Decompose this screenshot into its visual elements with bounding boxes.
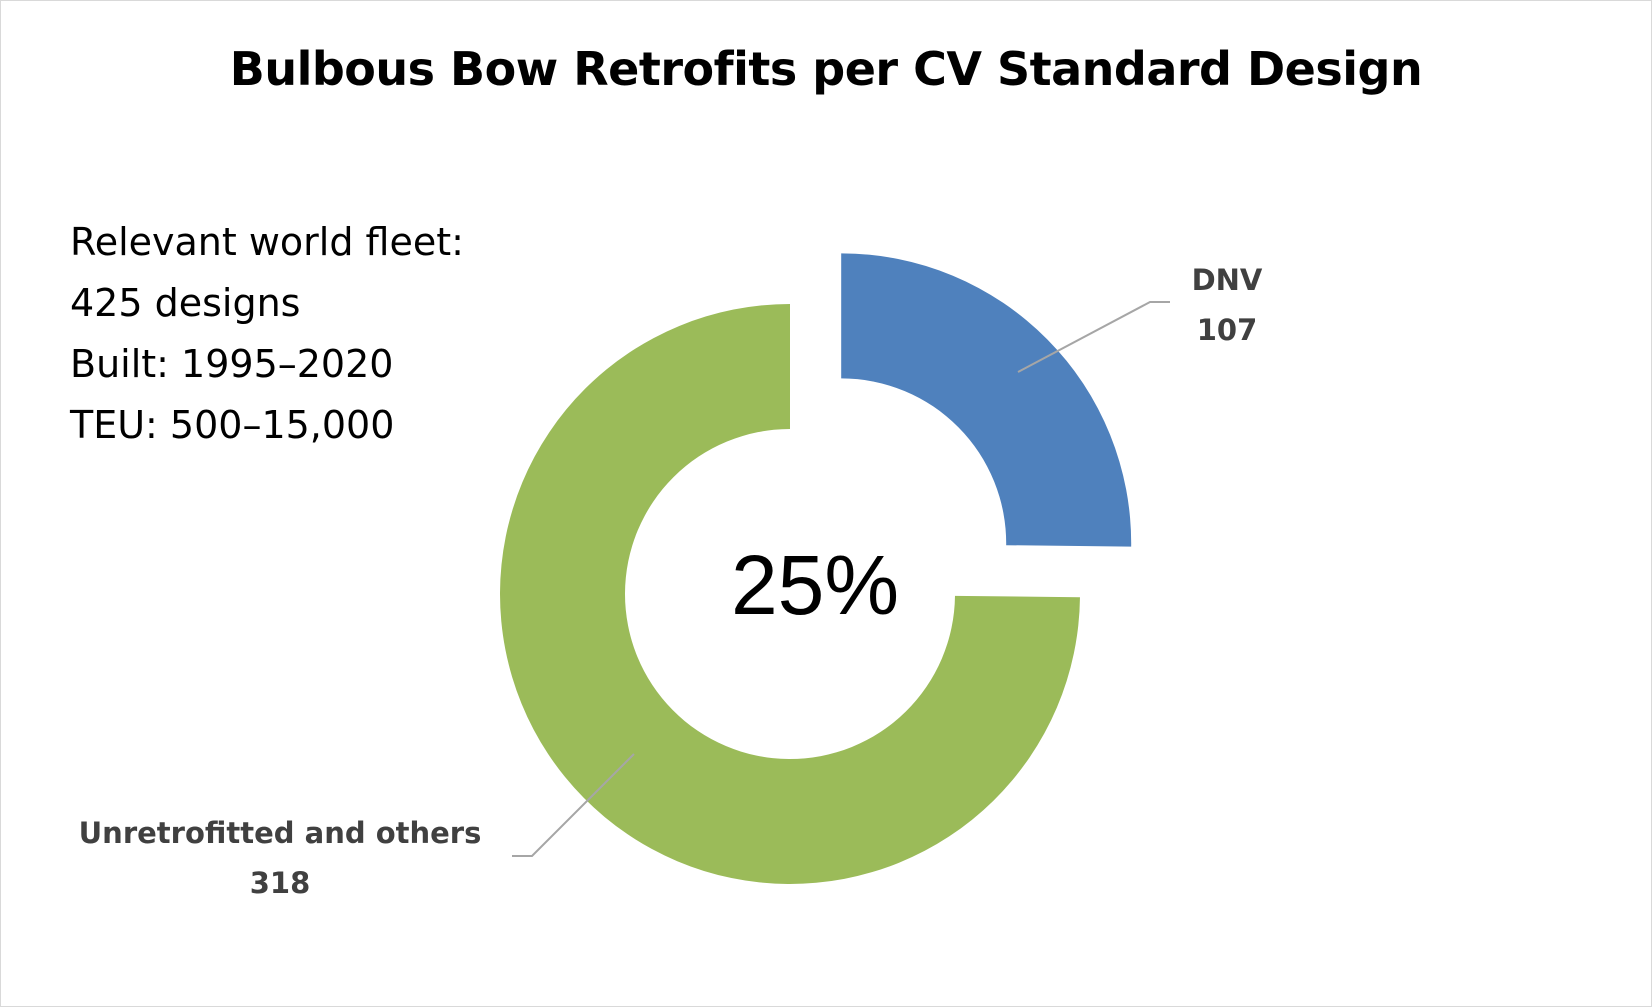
data-label-value: 318	[250, 866, 311, 900]
fleet-info-line: TEU: 500–15,000	[70, 403, 395, 447]
leader-lines-group	[512, 301, 1170, 857]
data-labels-group: DNV 107 Unretrofitted and others 318	[79, 263, 1263, 900]
data-label: DNV 107	[1192, 263, 1263, 347]
slice-unretrofitted-and-others	[500, 304, 1080, 884]
fleet-info-line: 425 designs	[70, 281, 301, 325]
fleet-info-line: Built: 1995–2020	[70, 342, 394, 386]
slices-group	[500, 253, 1132, 884]
data-label-value: 107	[1197, 313, 1258, 347]
data-label-category: Unretrofitted and others	[79, 816, 482, 850]
fleet-info-annotation: Relevant world fleet: 425 designs Built:…	[70, 212, 464, 456]
data-label-category: DNV	[1192, 263, 1263, 297]
center-percent-label: 25%	[731, 538, 899, 632]
slice-dnv	[841, 253, 1132, 547]
data-label: Unretrofitted and others 318	[79, 816, 482, 900]
leader-line	[512, 753, 635, 857]
chart-title: Bulbous Bow Retrofits per CV Standard De…	[229, 42, 1423, 96]
leader-line	[1017, 301, 1170, 373]
fleet-info-line: Relevant world fleet:	[70, 220, 464, 264]
